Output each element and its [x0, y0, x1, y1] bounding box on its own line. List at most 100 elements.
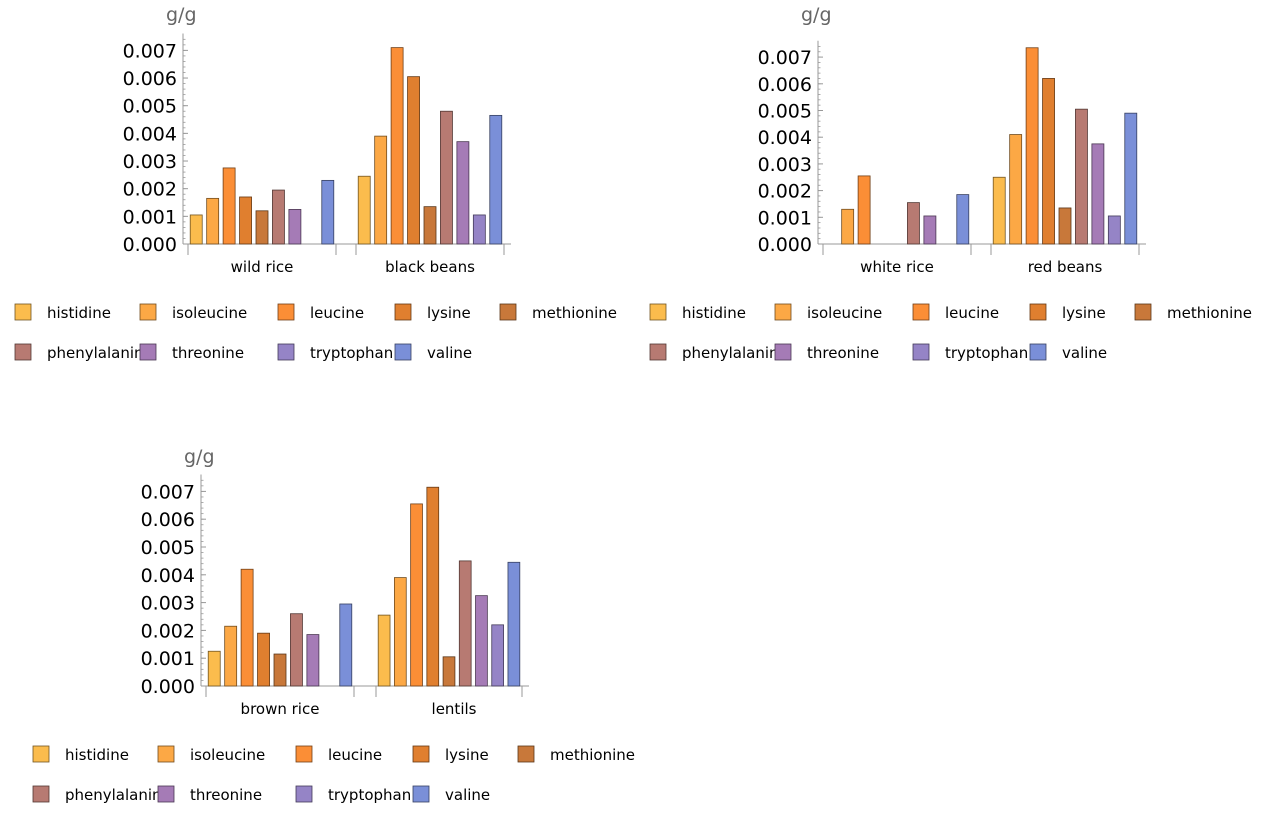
legend-label-phenylalanine: phenylalanine: [682, 344, 788, 362]
bar-histidine: [189, 214, 203, 245]
y-tick-label: 0.000: [141, 676, 195, 698]
bar-phenylalanine: [272, 189, 285, 245]
bar-phenylalanine: [907, 202, 920, 245]
legend-label-leucine: leucine: [310, 304, 364, 322]
legend-swatch-valine: [412, 785, 430, 803]
y-axis-title: g/g: [184, 446, 215, 468]
y-tick-label: 0.001: [141, 648, 195, 670]
legend-label-threonine: threonine: [807, 344, 879, 362]
legend-label-histidine: histidine: [65, 746, 129, 764]
legend-label-lysine: lysine: [427, 304, 471, 322]
legend-label-tryptophan: tryptophan: [310, 344, 393, 362]
legend-label-isoleucine: isoleucine: [807, 304, 882, 322]
y-axis-title: g/g: [166, 4, 197, 26]
legend-swatch-leucine: [912, 303, 930, 321]
category-label: red beans: [1028, 258, 1103, 276]
bar-tryptophan: [472, 214, 486, 245]
y-tick-label: 0.003: [758, 154, 812, 176]
bar-lysine: [257, 632, 270, 687]
bar-leucine: [857, 175, 871, 245]
bar-methionine: [1058, 207, 1072, 245]
legend-swatch-leucine: [295, 745, 313, 763]
bar-valine: [339, 603, 353, 687]
y-tick-label: 0.000: [758, 234, 812, 256]
y-tick-label: 0.006: [141, 509, 195, 531]
legend-label-histidine: histidine: [47, 304, 111, 322]
legend-label-isoleucine: isoleucine: [172, 304, 247, 322]
bar-leucine: [1025, 47, 1039, 245]
y-tick-label: 0.003: [141, 593, 195, 615]
bar-threonine: [1091, 143, 1105, 245]
y-axis-title: g/g: [801, 4, 832, 26]
legend-swatch-histidine: [649, 303, 667, 321]
legend-swatch-isoleucine: [774, 303, 792, 321]
y-tick-label: 0.007: [141, 481, 195, 503]
legend-label-lysine: lysine: [445, 746, 489, 764]
legend-label-isoleucine: isoleucine: [190, 746, 265, 764]
legend-swatch-threonine: [157, 785, 175, 803]
legend-swatch-methionine: [499, 303, 517, 321]
legend-label-leucine: leucine: [945, 304, 999, 322]
y-tick-label: 0.002: [758, 181, 812, 203]
bar-isoleucine: [206, 197, 220, 245]
y-tick-label: 0.007: [758, 47, 812, 69]
category-label: brown rice: [241, 700, 320, 718]
chart-1: g/g 0.000 0.001 0.002 0.003 0.004 0.005 0.006 0.…: [14, 4, 617, 362]
legend-label-phenylalanine: phenylalanine: [47, 344, 153, 362]
legend-label-histidine: histidine: [682, 304, 746, 322]
bar-valine: [1124, 112, 1138, 245]
bar-phenylalanine: [1075, 108, 1088, 245]
bar-histidine: [207, 650, 221, 687]
legend-swatch-tryptophan: [277, 343, 295, 361]
legend-swatch-phenylalanine: [649, 343, 667, 361]
y-tick-label: 0.001: [758, 207, 812, 229]
bar-isoleucine: [224, 625, 238, 687]
legend-swatch-isoleucine: [157, 745, 175, 763]
bar-methionine: [255, 210, 269, 245]
bar-lysine: [1042, 78, 1055, 245]
y-tick-label: 0.004: [758, 127, 812, 149]
bar-isoleucine: [1009, 134, 1023, 245]
legend-swatch-valine: [1029, 343, 1047, 361]
legend-label-methionine: methionine: [532, 304, 617, 322]
bar-threonine: [475, 595, 488, 687]
bar-leucine: [390, 47, 404, 245]
y-tick-label: 0.006: [123, 68, 177, 90]
legend-swatch-phenylalanine: [14, 343, 32, 361]
legend-swatch-lysine: [394, 303, 412, 321]
legend-label-leucine: leucine: [328, 746, 382, 764]
y-tick-label: 0.007: [123, 40, 177, 62]
legend-label-threonine: threonine: [190, 786, 262, 804]
y-tick-label: 0.003: [123, 151, 177, 173]
legend-swatch-threonine: [774, 343, 792, 361]
bar-methionine: [273, 653, 287, 687]
bar-leucine: [410, 503, 423, 687]
bar-phenylalanine: [290, 613, 303, 687]
legend-swatch-methionine: [1134, 303, 1152, 321]
legend-swatch-phenylalanine: [32, 785, 50, 803]
category-label: black beans: [385, 258, 475, 276]
legend-label-threonine: threonine: [172, 344, 244, 362]
legend-swatch-valine: [394, 343, 412, 361]
category-label: lentils: [432, 700, 477, 718]
category-label: white rice: [860, 258, 934, 276]
legend-label-methionine: methionine: [550, 746, 635, 764]
bar-threonine: [306, 634, 320, 687]
legend-label-tryptophan: tryptophan: [945, 344, 1028, 362]
y-tick-label: 0.000: [123, 234, 177, 256]
legend-swatch-methionine: [517, 745, 535, 763]
legend-swatch-tryptophan: [295, 785, 313, 803]
bar-threonine: [288, 209, 302, 245]
bar-lysine: [426, 486, 440, 687]
y-tick-label: 0.002: [141, 620, 195, 642]
y-tick-label: 0.002: [123, 179, 177, 201]
bar-leucine: [222, 167, 236, 245]
bar-leucine: [240, 568, 254, 687]
category-label: wild rice: [231, 258, 294, 276]
bar-tryptophan: [1107, 215, 1121, 245]
bar-valine: [956, 194, 970, 245]
bar-lysine: [239, 196, 252, 245]
legend-swatch-histidine: [14, 303, 32, 321]
legend-swatch-threonine: [139, 343, 157, 361]
legend-swatch-lysine: [412, 745, 430, 763]
